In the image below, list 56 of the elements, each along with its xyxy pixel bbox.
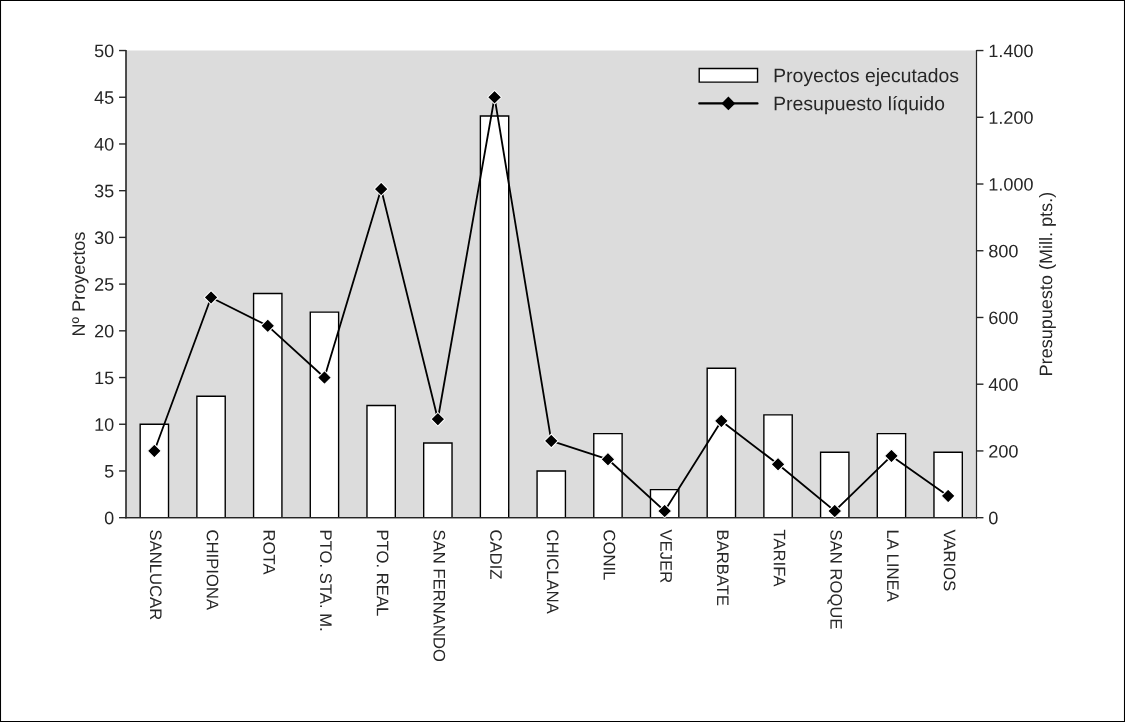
bar	[366, 404, 397, 518]
y-tick-label: 35	[94, 184, 114, 198]
y2-tick-label: 1.400	[989, 44, 1033, 58]
point	[543, 433, 559, 449]
point	[260, 318, 276, 334]
y-tick-label: 10	[95, 418, 114, 431]
legend-label: Presupuesto líquido	[774, 95, 945, 115]
x-tick-label: VARIOS	[943, 529, 956, 591]
x-tick-label: PTO. REAL	[376, 530, 389, 616]
y-tick-label: 45	[94, 91, 114, 104]
x-tick-label: CHIPIONA	[206, 530, 219, 611]
x-tick-label: CADIZ	[490, 530, 502, 579]
legend-label: Proyectos ejecutados	[774, 68, 959, 87]
y2-tick-label: 400	[988, 378, 1018, 391]
point	[430, 411, 446, 427]
bar	[536, 470, 567, 518]
y2-tick-label: 600	[989, 311, 1018, 325]
y2-axis-title: Presupuesto (Mill. pts.)	[1039, 192, 1056, 375]
point	[940, 488, 956, 504]
point	[827, 503, 843, 518]
x-tick-label: CONIL	[603, 530, 616, 580]
y-tick-label: 40	[94, 137, 114, 151]
point	[203, 290, 219, 305]
point	[146, 443, 162, 459]
x-tick-label: ROTA	[263, 530, 276, 575]
y-tick-label: 15	[95, 371, 114, 385]
point	[317, 370, 332, 385]
y2-tick-label: 800	[989, 244, 1018, 258]
y-tick-label: 20	[95, 324, 114, 338]
bar	[422, 442, 453, 518]
point	[373, 181, 389, 197]
x-tick-label: CHICLANA	[546, 530, 559, 614]
y-tick-label: 0	[104, 511, 114, 525]
x-tick-label: TARIFA	[773, 529, 786, 587]
x-tick-label: BARBATE	[717, 530, 729, 606]
point	[770, 456, 786, 472]
point	[487, 89, 502, 105]
point	[884, 448, 899, 464]
y2-tick-label: 200	[989, 444, 1018, 458]
y-axis-title: Nº Proyectos	[72, 232, 89, 336]
y-tick-label: 50	[94, 44, 114, 58]
y-tick-label: 25	[95, 278, 114, 291]
x-tick-label: LA LINEA	[887, 530, 899, 602]
y-tick-label: 30	[94, 231, 114, 245]
bar	[196, 395, 226, 518]
y2-tick-label: 1.000	[989, 177, 1033, 191]
x-tick-label: PTO. STA. M.	[319, 530, 332, 631]
point	[713, 413, 729, 429]
x-tick-label: SAN ROQUE	[827, 530, 843, 629]
y-tick-label: 5	[104, 465, 114, 478]
y2-tick-label: 1.200	[989, 111, 1033, 124]
y2-tick-label: 0	[989, 511, 998, 525]
x-tick-label: SANLUCAR	[149, 530, 162, 620]
point	[600, 451, 616, 467]
x-tick-label: VEJER	[660, 529, 672, 583]
x-tick-label: SAN FERNANDO	[433, 530, 446, 662]
